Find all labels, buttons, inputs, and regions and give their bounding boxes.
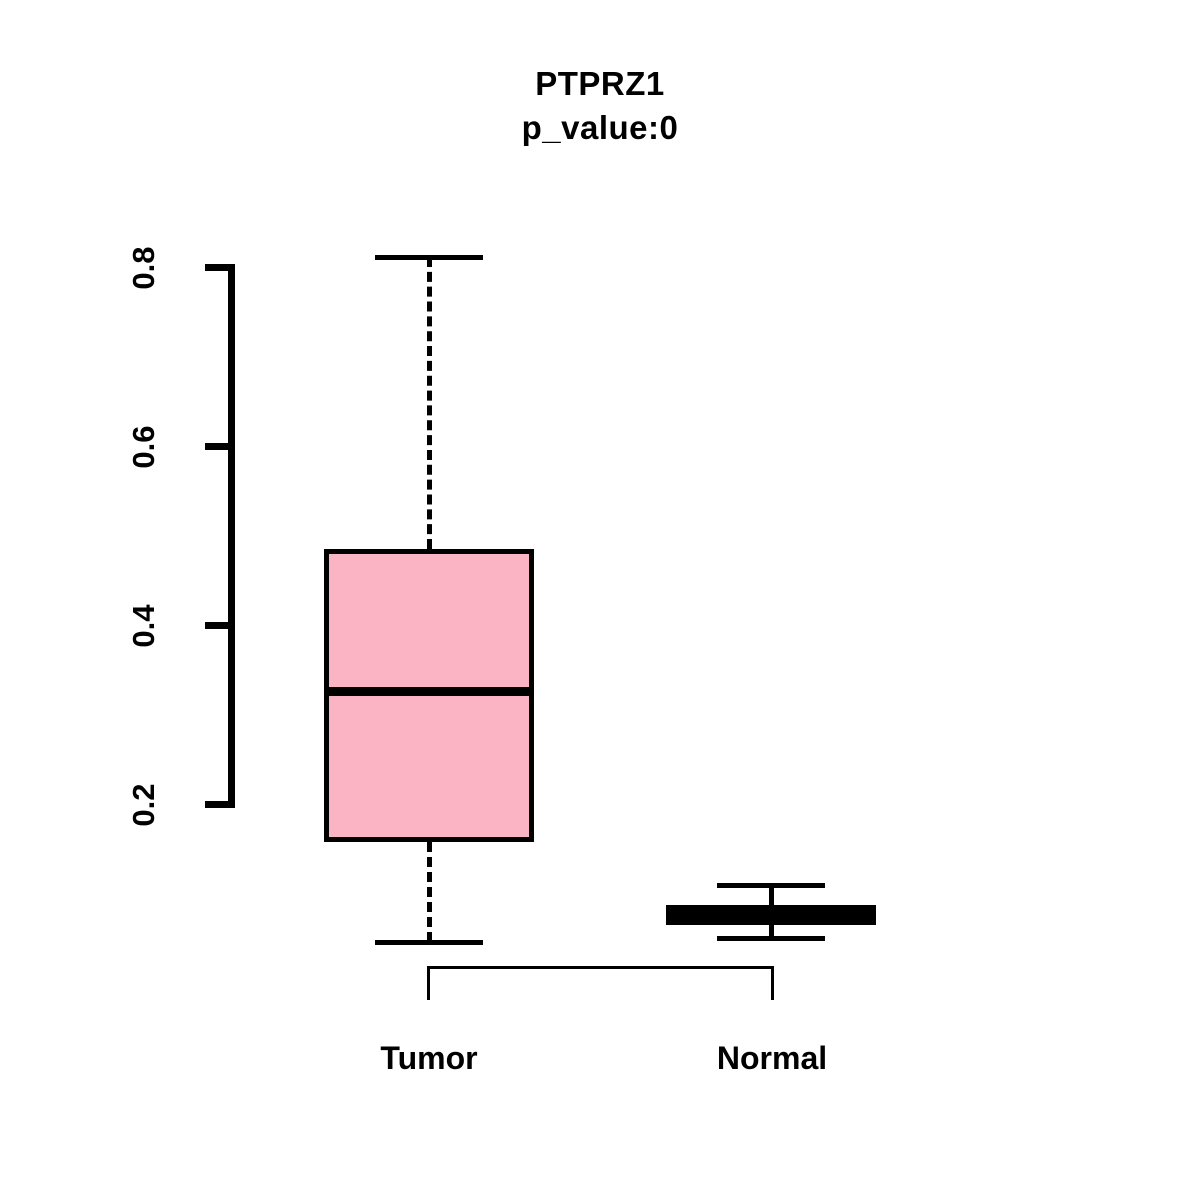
- normal-lower-whisker: [769, 925, 774, 938]
- bracket-right-arm: [771, 966, 774, 1000]
- y-tick-mark-0.2: [205, 801, 230, 808]
- bracket-top-line: [427, 966, 774, 969]
- y-tick-label-0.8: 0.8: [126, 245, 161, 290]
- page-title: PTPRZ1: [535, 65, 665, 102]
- y-tick-label-0.4: 0.4: [126, 603, 161, 648]
- p-value-subtitle: p_value:0: [521, 109, 679, 146]
- tumor-lower-whisker: [427, 842, 432, 943]
- y-axis-line: [228, 264, 235, 808]
- y-tick-label-0.6: 0.6: [126, 424, 161, 469]
- tumor-lower-cap: [375, 940, 483, 946]
- normal-median-line: [669, 909, 873, 921]
- y-tick-mark-0.8: [205, 264, 230, 271]
- x-axis-label-normal: Normal: [716, 1040, 828, 1076]
- y-tick-mark-0.6: [205, 443, 230, 450]
- y-tick-mark-0.4: [205, 622, 230, 629]
- tumor-median-line: [324, 687, 534, 697]
- normal-lower-cap: [717, 935, 825, 941]
- x-axis-label-tumor: Tumor: [380, 1040, 478, 1076]
- y-tick-label-0.2: 0.2: [126, 782, 161, 827]
- normal-upper-whisker: [769, 885, 774, 905]
- normal-upper-cap: [717, 883, 825, 889]
- tumor-upper-cap: [375, 254, 483, 260]
- bracket-left-arm: [427, 966, 430, 1000]
- figure-title-block: PTPRZ1 p_value:0: [0, 62, 1200, 150]
- tumor-upper-whisker: [427, 256, 432, 549]
